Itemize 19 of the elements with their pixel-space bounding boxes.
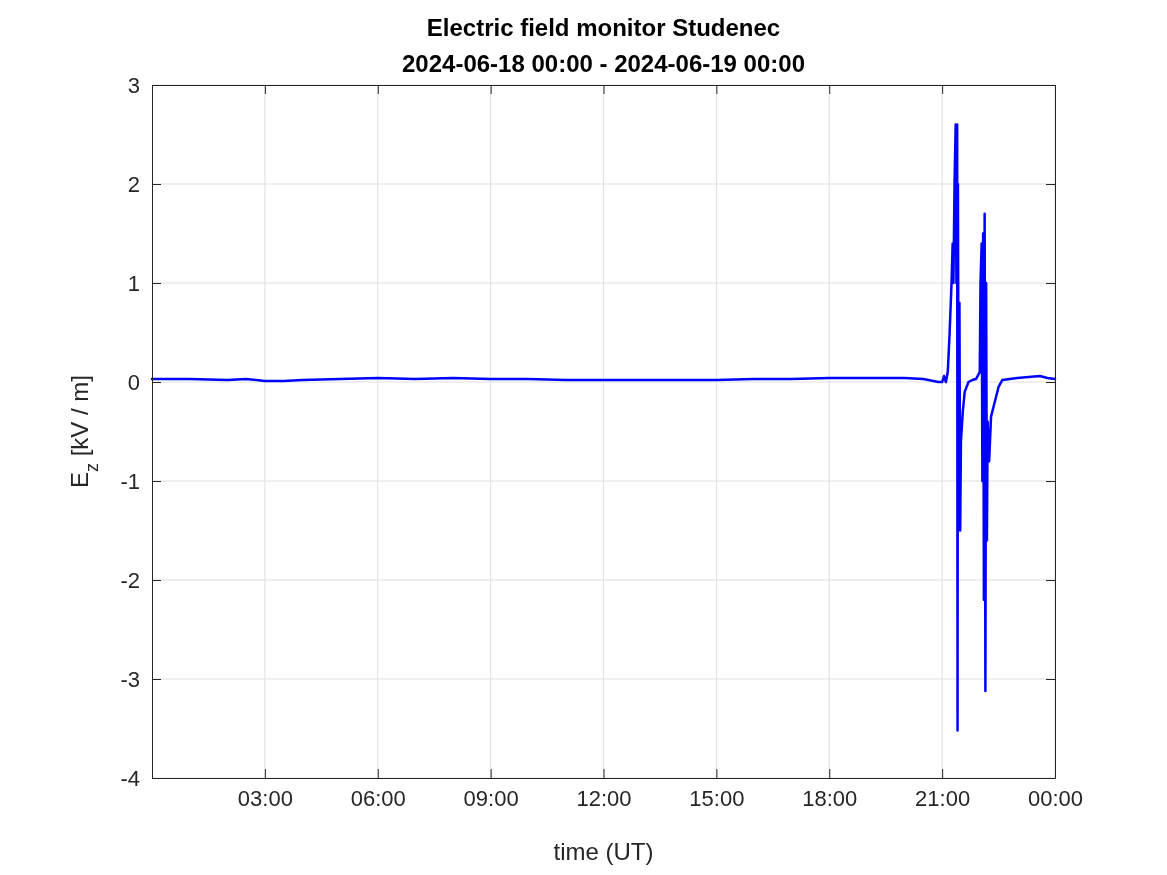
y-tick-label: 1 — [127, 270, 140, 296]
chart-title: Electric field monitor Studenec — [426, 14, 781, 41]
x-tick-label: 09:00 — [463, 785, 519, 811]
x-tick-label: 03:00 — [237, 785, 293, 811]
y-tick-label: -1 — [120, 468, 140, 494]
y-tick-label: 2 — [127, 171, 140, 197]
x-tick-label: 06:00 — [350, 785, 406, 811]
y-tick-label: -4 — [120, 765, 140, 791]
y-tick-label: 3 — [127, 72, 140, 98]
x-tick-label: 18:00 — [802, 785, 858, 811]
x-tick-label: 21:00 — [915, 785, 971, 811]
x-tick-label: 12:00 — [576, 785, 632, 811]
x-axis-title: time (UT) — [553, 838, 654, 865]
x-tick-label: 00:00 — [1027, 785, 1084, 811]
y-tick-label: -3 — [120, 666, 140, 692]
y-tick-label: 0 — [127, 369, 140, 395]
x-tick-label: 15:00 — [689, 785, 745, 811]
chart-subtitle: 2024-06-18 00:00 - 2024-06-19 00:00 — [402, 50, 805, 77]
y-tick-label: -2 — [120, 567, 140, 593]
